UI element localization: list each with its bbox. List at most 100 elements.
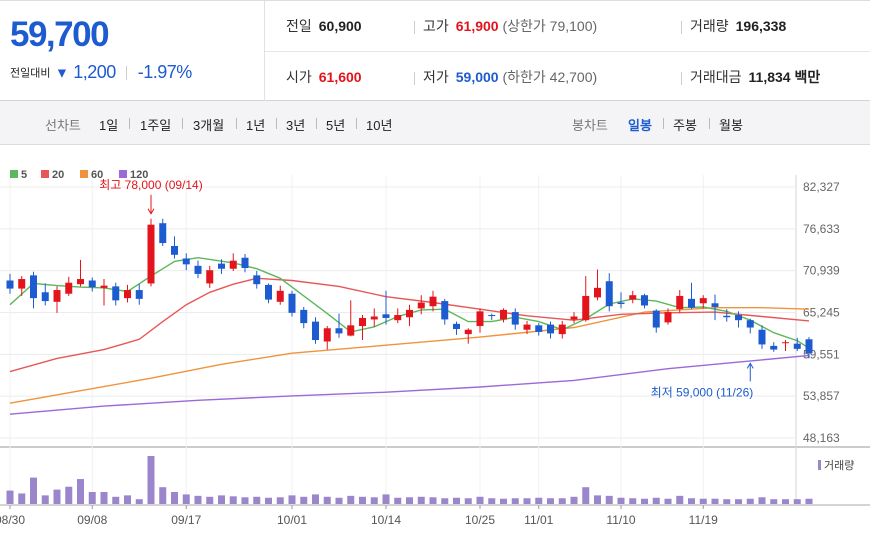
y-tick-label: 48,163 <box>803 431 840 445</box>
high-price: 고가 61,900 (상한가 79,100) <box>414 16 597 36</box>
volume-bar <box>511 498 519 504</box>
candle-body <box>335 328 343 334</box>
legend-label-120: 120 <box>130 169 148 181</box>
volume-bar <box>605 495 613 504</box>
volume-label: 거래량 <box>690 18 729 34</box>
volume-bar <box>417 496 425 504</box>
candle-body <box>100 285 108 288</box>
period-toolbar: 선차트 1일 1주일 3개월 1년 3년 5년 10년 봉차트 일봉 주봉 월봉 <box>0 101 870 145</box>
volume-bar <box>312 494 319 504</box>
x-tick-label: 10/25 <box>465 513 495 527</box>
candle-body <box>112 286 120 301</box>
open-value: 61,600 <box>318 69 362 85</box>
legend-label-5: 5 <box>21 169 27 181</box>
period-3m[interactable]: 3개월 <box>193 118 225 133</box>
candle-body <box>30 275 37 299</box>
volume-bar <box>335 497 343 504</box>
candle-body <box>135 290 143 299</box>
volume-bar <box>699 498 707 504</box>
divider <box>681 71 682 85</box>
candle-body <box>359 317 366 327</box>
low-label: 저가 <box>423 69 449 85</box>
open-label: 시가 <box>286 69 312 85</box>
volume-bar <box>558 498 566 504</box>
price-chart: 82,32776,63370,93965,24559,55153,85748,1… <box>0 169 870 527</box>
volume-bar <box>300 496 308 504</box>
candle-body <box>77 279 84 285</box>
candle-body <box>253 275 261 285</box>
volume: 거래량 196,338 <box>681 16 786 36</box>
volume-legend-swatch <box>818 460 821 470</box>
candle-daily[interactable]: 일봉 <box>628 118 652 133</box>
min-arrow-head <box>746 362 754 369</box>
x-tick-label: 10/01 <box>277 513 307 527</box>
change-label: 전일대비 <box>10 67 51 80</box>
period-1y[interactable]: 1년 <box>246 118 266 133</box>
volume-bar <box>53 489 61 504</box>
candle-body <box>605 281 613 307</box>
volume-bar <box>429 497 437 504</box>
volume-bar <box>664 498 672 504</box>
open-price: 시가 61,600 <box>286 67 362 87</box>
volume-bar <box>582 487 590 504</box>
volume-bar <box>323 496 331 504</box>
legend-swatch-120 <box>119 170 127 178</box>
candle-body <box>464 329 472 335</box>
candle-body <box>746 320 754 328</box>
candle-weekly[interactable]: 주봉 <box>673 118 697 133</box>
low-price: 저가 59,000 (하한가 42,700) <box>414 67 597 87</box>
quote-header: 59,700 전일대비 ▼ 1,200 -1.97% 전일 60,900 고가 61… <box>0 0 870 101</box>
volume-bar <box>18 493 26 504</box>
volume-bar <box>711 498 719 504</box>
volume-bar <box>194 495 202 504</box>
volume-bar <box>570 496 578 504</box>
divider <box>414 20 415 34</box>
divider <box>316 118 317 129</box>
candle-body <box>394 315 402 321</box>
candle-body <box>582 295 590 321</box>
volume-bar <box>288 495 296 504</box>
amount-value: 11,834 백만 <box>748 69 821 85</box>
candle-body <box>711 303 719 307</box>
candle-body <box>429 296 437 307</box>
prev-close-label: 전일 <box>286 18 312 34</box>
volume-bar <box>735 499 742 504</box>
volume-bar <box>265 497 272 504</box>
ma-60-line <box>9 306 810 404</box>
volume-bar <box>65 486 73 504</box>
volume-bar <box>594 495 601 504</box>
volume-bar <box>359 496 366 504</box>
volume-bar <box>206 496 214 504</box>
period-3y[interactable]: 3년 <box>286 118 306 133</box>
amount-label: 거래대금 <box>690 69 742 85</box>
candle-body <box>312 321 319 341</box>
candle-body <box>488 315 496 317</box>
candle-body <box>288 293 296 313</box>
divider <box>709 118 710 129</box>
volume-bar <box>41 495 49 504</box>
period-1w[interactable]: 1주일 <box>140 118 172 133</box>
high-value: 61,900 <box>455 18 499 34</box>
x-tick-label: 09/08 <box>77 513 107 527</box>
candle-body <box>323 328 331 342</box>
volume-bar <box>229 496 237 504</box>
divider <box>129 118 130 129</box>
volume-bar <box>112 496 120 504</box>
volume-bar <box>30 477 37 504</box>
volume-legend-label: 거래량 <box>824 459 854 472</box>
period-10y[interactable]: 10년 <box>366 118 393 133</box>
period-1d[interactable]: 1일 <box>99 118 119 133</box>
y-tick-label: 76,633 <box>803 222 840 236</box>
lower-limit: (하한가 42,700) <box>502 69 598 85</box>
candle-monthly[interactable]: 월봉 <box>719 118 743 133</box>
legend-swatch-60 <box>80 170 88 178</box>
candle-body <box>641 295 648 306</box>
candle-body <box>124 290 131 299</box>
volume-bar <box>147 456 155 504</box>
candle-body <box>594 287 601 298</box>
volume-bar <box>547 498 554 504</box>
volume-bar <box>347 495 355 504</box>
line-chart-label: 선차트 <box>45 118 81 133</box>
volume-bar <box>276 497 284 504</box>
period-5y[interactable]: 5년 <box>326 118 346 133</box>
